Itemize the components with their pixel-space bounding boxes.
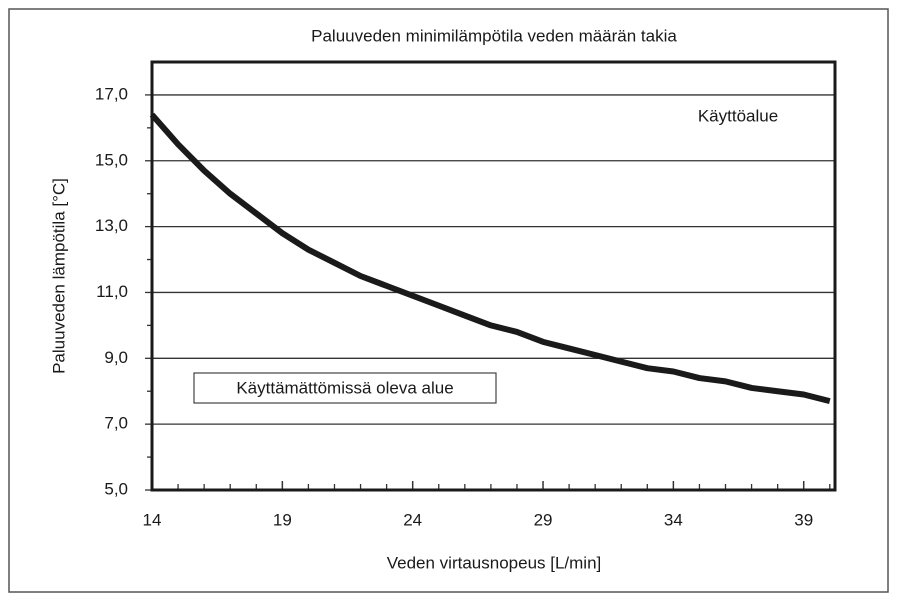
x-tick-label: 29 [534, 510, 553, 529]
x-tick-label: 34 [664, 510, 683, 529]
frame [8, 8, 889, 593]
y-tick-label: 11,0 [96, 282, 128, 301]
y-tick-label: 15,0 [95, 150, 128, 169]
y-tick-label: 13,0 [95, 216, 128, 235]
y-tick-label: 17,0 [95, 84, 128, 103]
y-tick-label: 9,0 [104, 348, 128, 367]
annotation: Käyttöalue [698, 106, 778, 125]
x-tick-label: 39 [794, 510, 813, 529]
line [149, 112, 831, 405]
annotation: Käyttämättömissä oleva alue [236, 378, 453, 397]
plot: 5,0 7,0 9,0 11,0 13,0 15,0 17,0 14 19 24 29 34 39 [95, 60, 837, 529]
y-tick-label: 5,0 [104, 479, 128, 498]
y-tick-label: 7,0 [104, 414, 128, 433]
plot-border [150, 60, 837, 492]
chart-title: Paluuveden minimilämpötila veden määrän … [311, 26, 677, 45]
x-tick-label: 19 [273, 510, 292, 529]
x-tick-label: 24 [403, 510, 422, 529]
x-tick-label: 14 [143, 510, 162, 529]
x-axis-label: Veden virtausnopeus [L/min] [387, 553, 602, 572]
y-axis-label: Paluuveden lämpötila [°C] [49, 178, 68, 374]
annotation-box [193, 372, 497, 404]
